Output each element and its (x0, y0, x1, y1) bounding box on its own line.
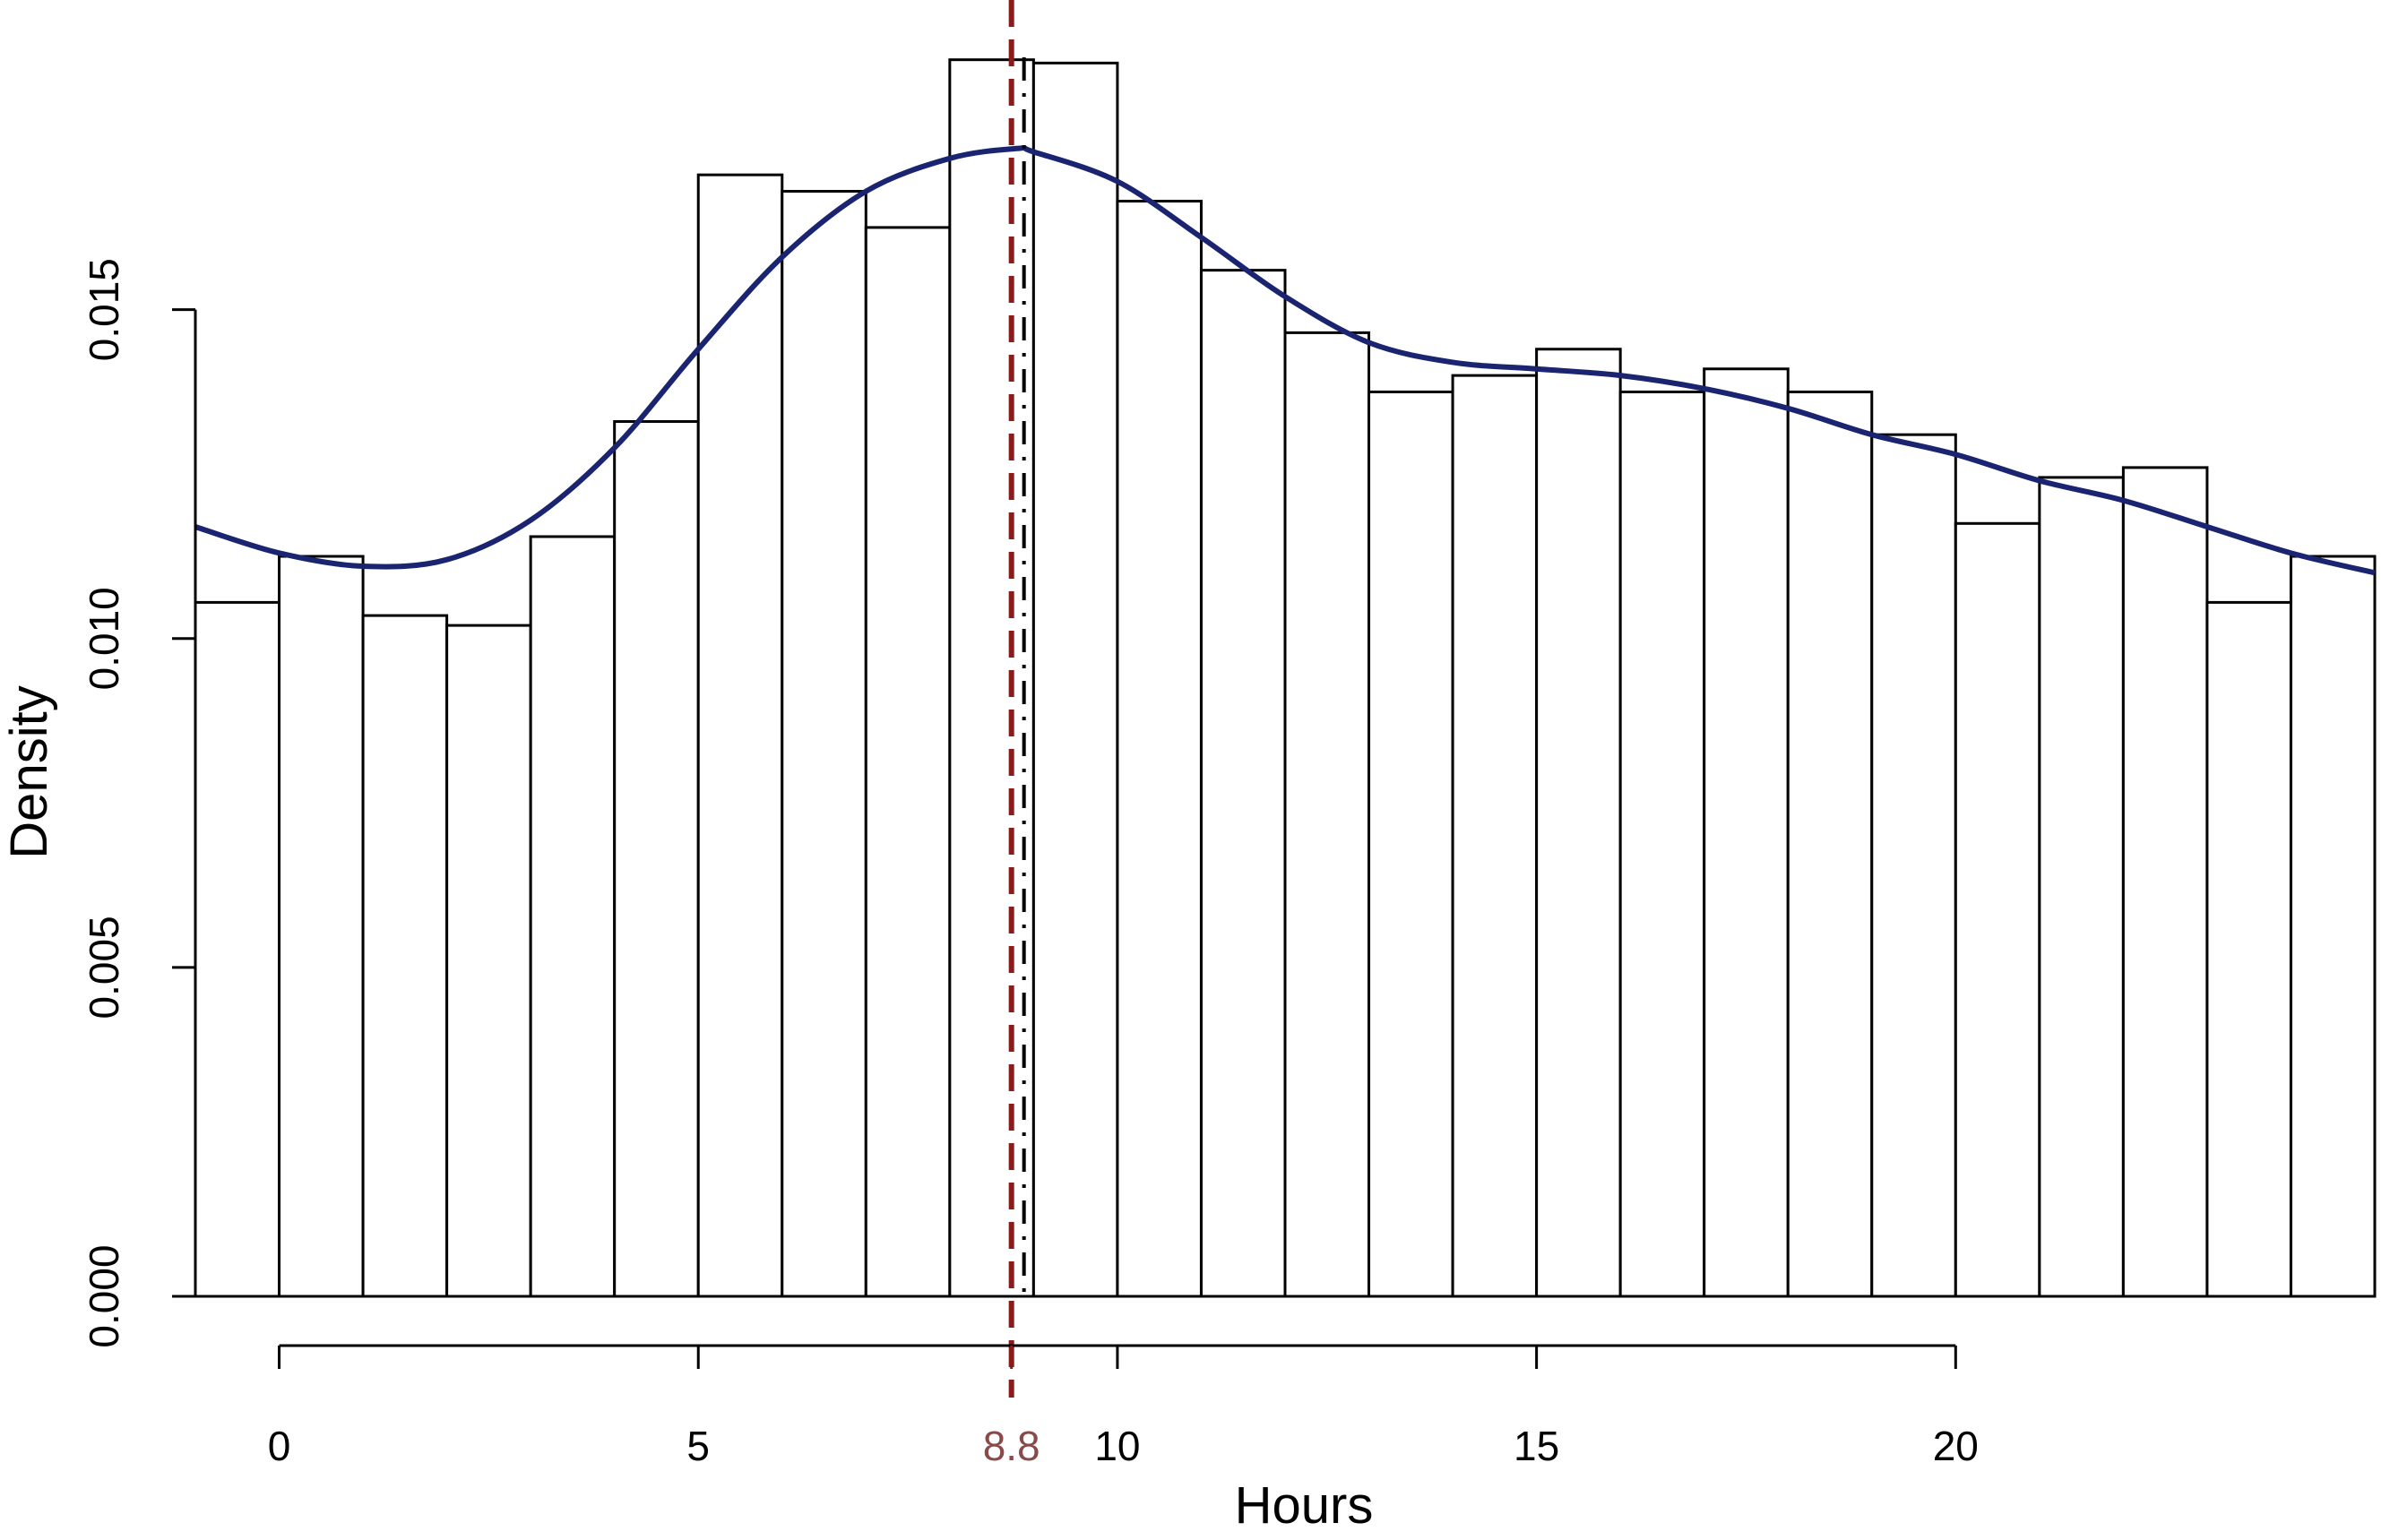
histogram-bar (613, 420, 700, 1298)
histogram-bar (696, 173, 784, 1298)
histogram-bar (1535, 348, 1622, 1298)
histogram-bar (781, 190, 867, 1298)
histogram-bar (2205, 600, 2292, 1298)
x-axis: 0 5 10 15 20 8.8 (268, 1344, 1979, 1469)
histogram-bar (1368, 390, 1454, 1298)
y-tick-label: 0.005 (81, 916, 127, 1019)
marker-layer (1008, 0, 1026, 1398)
marker-label: 8.8 (983, 1423, 1040, 1469)
y-tick-label: 0.010 (81, 587, 127, 690)
x-tick-label: 0 (268, 1423, 291, 1469)
y-axis-title: Density (0, 685, 58, 858)
density-curve (194, 144, 2376, 576)
histogram-bar (1870, 433, 1957, 1298)
histogram-bar (1283, 331, 1371, 1298)
histogram-bar (1031, 61, 1119, 1298)
histogram-bar (864, 226, 952, 1298)
histogram-bars (194, 58, 2377, 1298)
histogram-bar (1199, 269, 1287, 1298)
x-axis-title: Hours (1235, 1476, 1374, 1535)
x-tick-label: 20 (1933, 1423, 1979, 1469)
y-tick-label: 0.015 (81, 258, 127, 361)
x-tick-label: 5 (686, 1423, 710, 1469)
histogram-bar (361, 614, 449, 1298)
y-tick-label: 0.000 (81, 1244, 127, 1347)
histogram-bar (2038, 476, 2125, 1298)
density-curve-layer (194, 144, 2376, 576)
x-tick-label: 10 (1094, 1423, 1140, 1469)
histogram-bar (2121, 466, 2209, 1298)
x-tick-label: 15 (1514, 1423, 1559, 1469)
histogram-bar (2289, 555, 2377, 1298)
histogram-bar (1954, 521, 2041, 1298)
histogram-bar (1703, 367, 1790, 1298)
histogram-bar (529, 535, 617, 1298)
histogram-bar (194, 600, 281, 1298)
histogram-bar (948, 58, 1035, 1298)
histogram-bar (278, 555, 365, 1298)
histogram-bar (1451, 374, 1539, 1298)
histogram-bar (1786, 390, 1874, 1298)
histogram-bar (445, 624, 532, 1298)
y-axis: 0.000 0.005 0.010 0.015 (81, 258, 197, 1348)
histogram-bar (1618, 390, 1706, 1298)
histogram-bar (1116, 200, 1203, 1298)
